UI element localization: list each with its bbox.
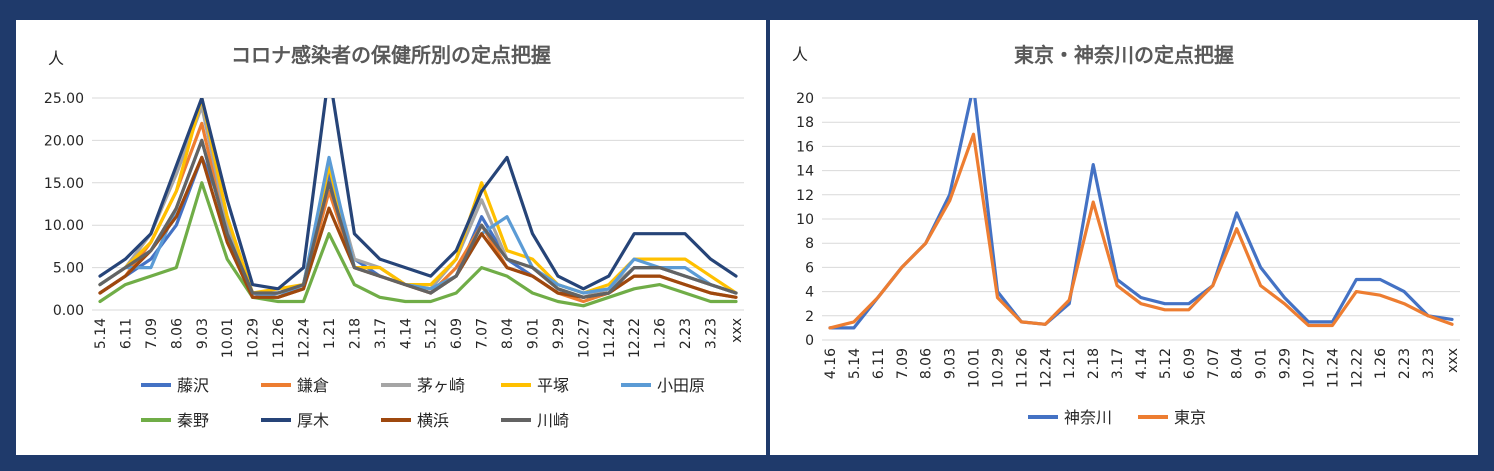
legend-label: 藤沢 bbox=[177, 376, 209, 395]
chart-panel-right: 東京・神奈川の定点把握 人 0 2 4 6 8 10 12 14 16 18 20 4.16 5.14 6… bbox=[770, 20, 1478, 455]
x-tick-label: 8.06 bbox=[169, 318, 185, 349]
x-tick-label: 5.12 bbox=[424, 318, 440, 349]
x-tick-label: 9.03 bbox=[943, 348, 959, 379]
y-tick-label: 16 bbox=[796, 139, 814, 155]
x-tick-label: 8.04 bbox=[1230, 348, 1246, 379]
x-tick-label: 1.21 bbox=[1062, 348, 1078, 379]
x-tick-label: 5.14 bbox=[847, 348, 863, 379]
x-tick-label: 10.29 bbox=[990, 348, 1006, 388]
chart-right: 東京・神奈川の定点把握 人 0 2 4 6 8 10 12 14 16 18 20 4.16 5.14 6… bbox=[792, 43, 1461, 427]
y-tick-label: 10.00 bbox=[44, 218, 84, 234]
y-tick-label: 20.00 bbox=[44, 133, 84, 149]
x-tick-label: 11.24 bbox=[1325, 348, 1341, 388]
x-tick-label: 5.14 bbox=[93, 318, 109, 349]
x-tick-label: 5.12 bbox=[1158, 348, 1174, 379]
legend-label: 平塚 bbox=[537, 376, 569, 395]
series-line-小田原 bbox=[98, 138, 738, 299]
x-tick-label: 2.18 bbox=[1086, 348, 1102, 379]
x-tick-label: 9.29 bbox=[551, 318, 567, 349]
x-tick-label: 9.29 bbox=[1278, 348, 1294, 379]
x-tick-label: 2.18 bbox=[347, 318, 363, 349]
x-tick-label: 1.26 bbox=[653, 318, 669, 349]
x-tick-label: 11.26 bbox=[271, 318, 287, 358]
x-tick-label: 11.24 bbox=[602, 318, 618, 358]
chart-title: コロナ感染者の保健所別の定点把握 bbox=[231, 43, 551, 67]
x-tick-label: 10.27 bbox=[1301, 348, 1317, 388]
x-tick-label: 10.29 bbox=[246, 318, 262, 358]
y-tick-label: 5.00 bbox=[53, 261, 84, 277]
x-tick-label: 2.23 bbox=[1397, 348, 1413, 379]
series-line-厚木 bbox=[98, 98, 738, 291]
x-tick-label: 7.09 bbox=[144, 318, 160, 349]
legend-label: 厚木 bbox=[297, 411, 329, 430]
series-line-川崎 bbox=[98, 138, 738, 299]
y-axis-unit-label: 人 bbox=[48, 49, 64, 68]
x-tick-label: 8.06 bbox=[919, 348, 935, 379]
x-tick-label: 6.09 bbox=[1182, 348, 1198, 379]
x-tick-label: 6.09 bbox=[449, 318, 465, 349]
y-tick-label: 14 bbox=[796, 164, 814, 180]
x-tick-label: 6.11 bbox=[118, 318, 134, 349]
x-tick-label: 4.14 bbox=[398, 318, 414, 349]
x-tick-label: 2.23 bbox=[678, 318, 694, 349]
x-tick-label: 3.23 bbox=[704, 318, 720, 349]
x-tick-label: 6.11 bbox=[871, 348, 887, 379]
y-tick-label: 6 bbox=[805, 260, 814, 276]
x-tick-label: 10.01 bbox=[967, 348, 983, 388]
x-tick-label: 12.24 bbox=[1038, 348, 1054, 388]
y-tick-label: 10 bbox=[796, 212, 814, 228]
y-tick-label: 25.00 bbox=[44, 91, 84, 107]
x-tick-label: 12.24 bbox=[297, 318, 313, 358]
x-tick-label: 3.17 bbox=[373, 318, 389, 349]
legend-label: 川崎 bbox=[537, 411, 569, 430]
x-tick-label: 11.26 bbox=[1014, 348, 1030, 388]
series-line-秦野 bbox=[98, 181, 738, 308]
x-tick-label: 1.26 bbox=[1373, 348, 1389, 379]
x-tick-label: 3.17 bbox=[1110, 348, 1126, 379]
x-tick-label: 7.09 bbox=[895, 348, 911, 379]
y-tick-label: 20 bbox=[796, 91, 814, 107]
y-tick-label: 0.00 bbox=[53, 303, 84, 319]
x-tick-label: 4.16 bbox=[823, 348, 839, 379]
x-tick-label: xxx bbox=[729, 318, 745, 343]
y-tick-label: 8 bbox=[805, 236, 814, 252]
legend-label: 茅ヶ崎 bbox=[417, 376, 465, 395]
chart-title: 東京・神奈川の定点把握 bbox=[1014, 43, 1234, 67]
x-tick-label: 9.03 bbox=[195, 318, 211, 349]
x-tick-label: 12.22 bbox=[1349, 348, 1365, 388]
x-tick-label: 4.14 bbox=[1134, 348, 1150, 379]
y-tick-label: 18 bbox=[796, 115, 814, 131]
x-tick-label: 7.07 bbox=[475, 318, 491, 349]
x-tick-label: 9.01 bbox=[525, 318, 541, 349]
legend-label: 神奈川 bbox=[1064, 408, 1112, 427]
series-line-東京 bbox=[828, 132, 1454, 330]
legend-label: 小田原 bbox=[657, 376, 705, 395]
x-tick-label: 10.27 bbox=[576, 318, 592, 358]
x-tick-label: 9.01 bbox=[1254, 348, 1270, 379]
legend-label: 鎌倉 bbox=[297, 376, 329, 395]
legend-label: 秦野 bbox=[177, 411, 209, 430]
x-tick-label: 8.04 bbox=[500, 318, 516, 349]
x-tick-label: 10.01 bbox=[220, 318, 236, 358]
y-tick-label: 12 bbox=[796, 188, 814, 204]
y-tick-label: 15.00 bbox=[44, 176, 84, 192]
legend-label: 東京 bbox=[1174, 408, 1206, 427]
legend-label: 横浜 bbox=[417, 411, 449, 430]
x-tick-label: 7.07 bbox=[1206, 348, 1222, 379]
x-tick-label: 12.22 bbox=[627, 318, 643, 358]
y-tick-label: 2 bbox=[805, 309, 814, 325]
y-tick-label: 4 bbox=[805, 285, 814, 301]
y-tick-label: 0 bbox=[805, 333, 814, 349]
x-tick-label: 1.21 bbox=[322, 318, 338, 349]
x-tick-label: 3.23 bbox=[1421, 348, 1437, 379]
chart-panel-left: コロナ感染者の保健所別の定点把握 人 0.00 5.00 10.00 15.00 20.… bbox=[16, 20, 766, 455]
y-axis-unit-label: 人 bbox=[792, 45, 808, 64]
series-line-平塚 bbox=[98, 98, 738, 295]
x-tick-label: xxx bbox=[1445, 348, 1461, 373]
chart-left: コロナ感染者の保健所別の定点把握 人 0.00 5.00 10.00 15.00 20.… bbox=[44, 43, 745, 430]
